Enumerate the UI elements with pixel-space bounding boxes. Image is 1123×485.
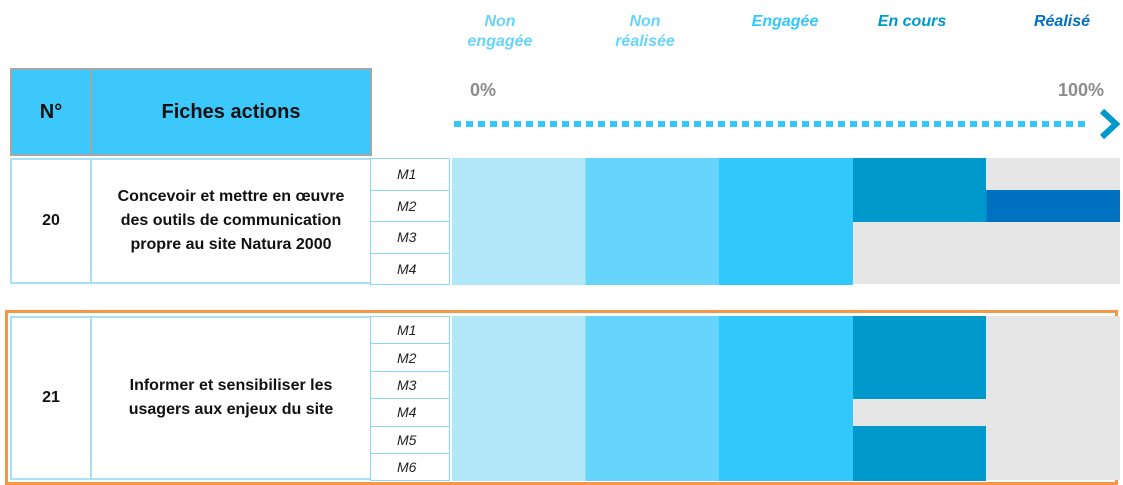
progress-bar <box>452 425 987 454</box>
measure-label: M2 <box>370 189 450 222</box>
row-title: Concevoir et mettre en œuvre des outils … <box>90 158 372 284</box>
row-number: 20 <box>10 158 92 284</box>
progress-bar <box>452 189 1120 222</box>
measure-label: M1 <box>370 158 450 191</box>
progress-bar <box>452 221 853 253</box>
arrow-head <box>1099 108 1121 140</box>
measure-label: M2 <box>370 343 450 372</box>
stage-label: Non engagée <box>467 13 533 50</box>
header-title: Fiches actions <box>90 68 372 156</box>
row-title: Informer et sensibiliser les usagers aux… <box>90 316 372 481</box>
progress-bar <box>452 158 987 190</box>
scale-max: 100% <box>1058 80 1105 100</box>
measure-label: M1 <box>370 316 450 345</box>
progress-bar <box>452 453 987 481</box>
progress-bar <box>452 343 987 372</box>
progress-bar <box>452 316 987 344</box>
stage-label: Non réalisée <box>615 13 675 50</box>
measure-label: M6 <box>370 453 450 482</box>
row-number: 21 <box>10 316 92 481</box>
measure-label: M5 <box>370 425 450 454</box>
progress-arrow <box>454 108 1121 140</box>
progress-bar <box>452 398 853 427</box>
stage-label: En cours <box>877 13 947 30</box>
progress-bar <box>452 370 987 399</box>
stage-label: Engagée <box>751 13 819 30</box>
measure-label: M4 <box>370 252 450 285</box>
stage-label: Réalisé <box>1033 13 1091 30</box>
measure-label: M3 <box>370 370 450 400</box>
measure-label: M4 <box>370 398 450 427</box>
measure-label: M3 <box>370 221 450 254</box>
header-number: N° <box>10 68 92 156</box>
scale-min: 0% <box>470 80 497 100</box>
progress-bar <box>452 252 853 285</box>
